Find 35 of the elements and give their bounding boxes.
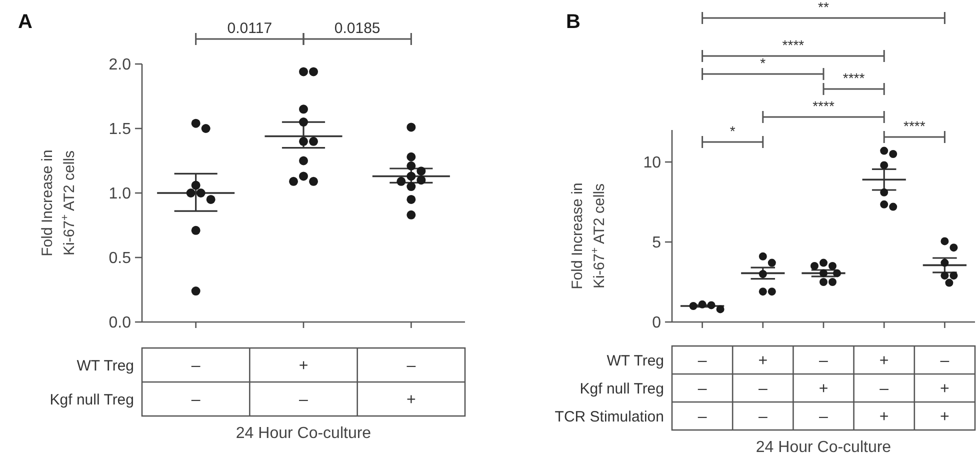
x-tick-label: + – xyxy=(298,358,308,409)
y-tick-label: 10 xyxy=(643,154,662,172)
x-axis-title: 24 Hour Co-culture xyxy=(756,439,892,456)
y-tick-label: 1.5 xyxy=(108,121,132,138)
text: Kgf null Treg xyxy=(580,380,664,398)
text: WT Treg xyxy=(76,357,134,374)
chart-title: A xyxy=(18,11,32,33)
significance-bracket: * xyxy=(702,55,824,80)
y-tick-label: 0 xyxy=(652,314,662,332)
y-tick-label: 5 xyxy=(652,234,662,252)
annotation: * xyxy=(730,123,736,139)
y-tick-label: 0.5 xyxy=(108,250,132,268)
significance-bracket: 0.0185 xyxy=(302,20,412,45)
text: WT Treg xyxy=(606,352,664,370)
significance-bracket: **** xyxy=(762,98,885,123)
significance-bracket: **** xyxy=(883,118,946,143)
x-tick-label: – – xyxy=(191,358,200,409)
y-tick-label: 2.0 xyxy=(108,56,132,74)
x-tick-label: – + + xyxy=(940,352,950,426)
text: TCR Stimulation xyxy=(554,408,664,426)
annotation: **** xyxy=(904,118,926,134)
x-tick-label: – + xyxy=(406,358,416,409)
y-tick-label: 1.0 xyxy=(108,186,132,203)
x-tick-label: – + – xyxy=(818,352,828,426)
chart-title: B xyxy=(566,11,580,33)
x-tick-label: + – – xyxy=(758,352,768,426)
y-tick-label: 0.0 xyxy=(108,314,132,332)
significance-bracket: **** xyxy=(822,70,885,95)
significance-bracket: 0.0117 xyxy=(195,20,304,45)
text: Kgf null Treg xyxy=(50,391,134,408)
x-tick-label: – – – xyxy=(698,352,707,426)
significance-bracket: * xyxy=(702,123,764,148)
x-axis-title: 24 Hour Co-culture xyxy=(236,425,372,442)
x-tick-label: + – + xyxy=(879,352,889,426)
significance-bracket: ** xyxy=(702,0,946,24)
